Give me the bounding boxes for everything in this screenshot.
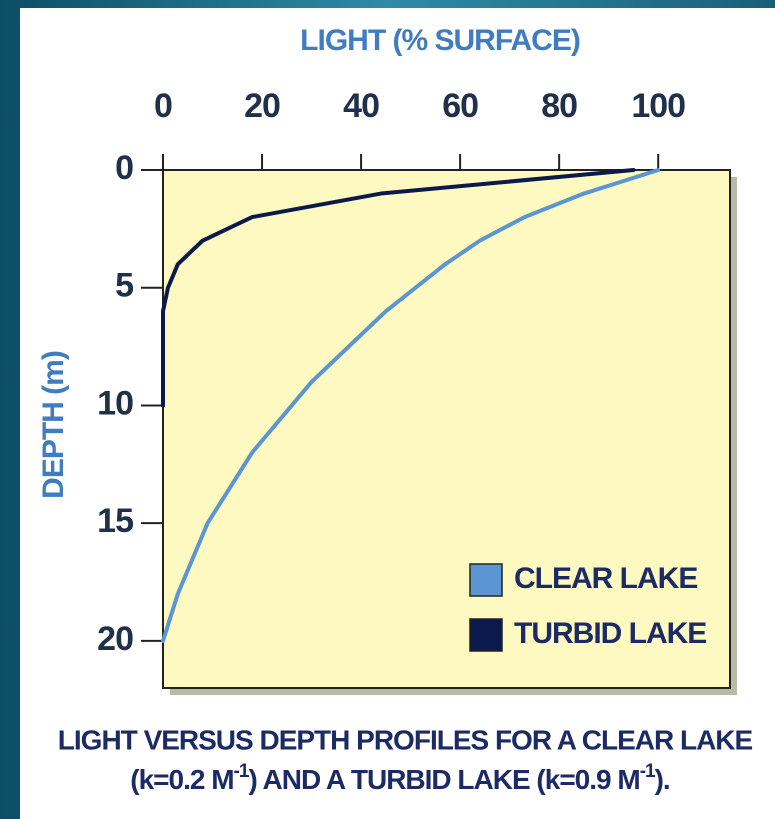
- x-tick-label: 40: [343, 87, 379, 125]
- x-tick-label: 20: [244, 87, 280, 125]
- y-tick-label: 5: [115, 267, 133, 305]
- x-tick-label: 0: [154, 87, 172, 125]
- y-tick-label: 0: [115, 149, 133, 187]
- caption-sup: -1: [640, 761, 656, 782]
- y-tick-label: 20: [97, 620, 133, 658]
- caption-sup: -1: [234, 761, 250, 782]
- caption-part: (k=0.2 M: [130, 764, 233, 795]
- x-tick-label: 60: [442, 87, 478, 125]
- y-tick-label: 15: [97, 502, 133, 540]
- caption-part: ).: [655, 764, 670, 795]
- chart: LIGHT (% SURFACE) DEPTH (m) LIGHT VERSUS…: [0, 0, 775, 819]
- caption-part: ) AND A TURBID LAKE (k=0.9 M: [248, 764, 639, 795]
- legend-label: CLEAR LAKE: [514, 562, 697, 595]
- y-axis-label: DEPTH (m): [37, 351, 70, 499]
- legend-label: TURBID LAKE: [514, 617, 706, 650]
- caption: (k=0.2 M-1) AND A TURBID LAKE (k=0.9 M-1…: [130, 761, 669, 795]
- x-axis-label: LIGHT (% SURFACE): [300, 24, 580, 57]
- y-tick-label: 10: [97, 384, 133, 422]
- legend-swatch: [470, 564, 502, 596]
- legend-swatch: [470, 619, 502, 651]
- x-tick-label: 80: [541, 87, 577, 125]
- caption: LIGHT VERSUS DEPTH PROFILES FOR A CLEAR …: [58, 724, 753, 755]
- plot-area: [163, 170, 730, 688]
- x-tick-label: 100: [631, 87, 685, 125]
